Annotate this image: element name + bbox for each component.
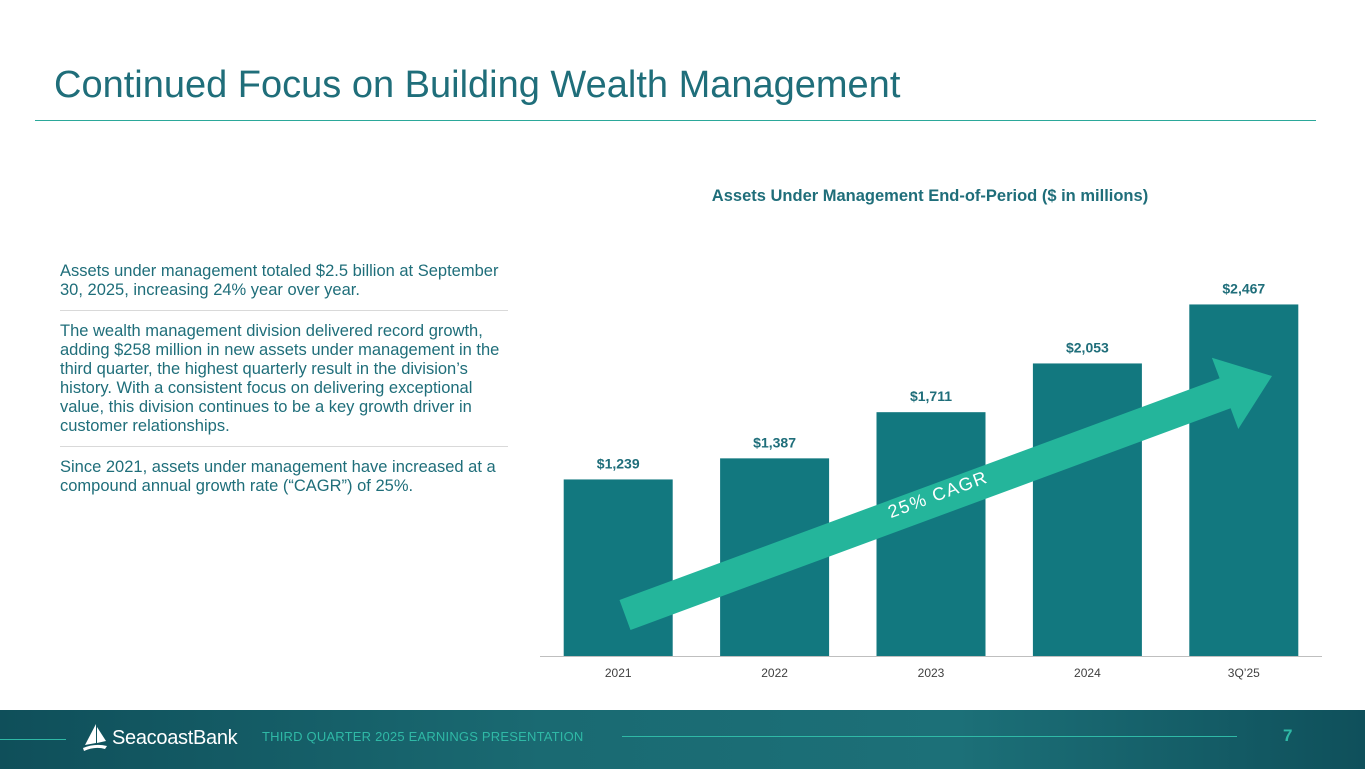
bar-0	[563, 479, 673, 656]
footer-subtitle: THIRD QUARTER 2025 EARNINGS PRESENTATION	[262, 729, 584, 744]
footer-divider-right	[622, 736, 1237, 737]
bullet-cagr: Since 2021, assets under management have…	[60, 446, 508, 506]
page-title: Continued Focus on Building Wealth Manag…	[54, 64, 901, 106]
data-label-2: $1,711	[910, 388, 952, 404]
page-number: 7	[1283, 726, 1293, 745]
bullet-aum-total: Assets under management totaled $2.5 bil…	[60, 262, 499, 299]
x-tick-label-0: 2021	[605, 666, 632, 680]
data-label-3: $2,053	[1066, 339, 1109, 355]
title-divider	[35, 120, 1316, 121]
bar-2	[876, 412, 986, 656]
sailboat-icon	[83, 724, 107, 751]
bullet-record-growth: The wealth management division delivered…	[60, 310, 508, 446]
x-tick-label-2: 2023	[918, 666, 945, 680]
data-label-0: $1,239	[597, 455, 640, 471]
footer-divider-left	[0, 739, 66, 740]
bar-4	[1189, 304, 1299, 656]
brand-logo: SeacoastBank	[82, 723, 238, 753]
footer-bar: SeacoastBank THIRD QUARTER 2025 EARNINGS…	[0, 710, 1365, 769]
brand-name: SeacoastBank	[112, 726, 238, 749]
data-label-1: $1,387	[753, 434, 796, 450]
bullet-list: Assets under management totaled $2.5 bil…	[60, 262, 508, 506]
x-tick-label-1: 2022	[761, 666, 788, 680]
cagr-arrow	[619, 357, 1272, 630]
bar-3	[1032, 363, 1142, 656]
x-tick-label-4: 3Q’25	[1228, 666, 1260, 680]
x-tick-label-3: 2024	[1074, 666, 1101, 680]
chart-title: Assets Under Management End-of-Period ($…	[711, 187, 1149, 205]
data-label-4: $2,467	[1222, 280, 1265, 296]
